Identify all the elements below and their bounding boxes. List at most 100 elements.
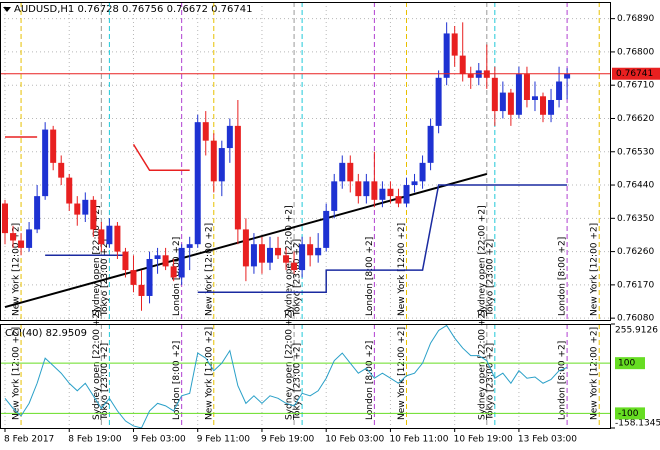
y-tick-label: 0.76620 [617,114,654,124]
candle-body [90,199,97,230]
session-label: Sydney open [22:00 +2] [92,205,102,316]
candle-body [363,181,370,197]
candle-body [275,247,282,256]
candle-body [258,244,265,263]
x-tick-label: 9 Feb 11:00 [197,435,251,445]
candle-body [403,185,410,204]
session-label: London [8:00 +2] [558,341,568,420]
panel-frame [0,2,611,321]
candle-body [154,255,161,259]
candle-body [58,162,65,178]
candle-body [291,262,298,271]
candle-body [186,244,193,248]
candle-body [347,162,354,182]
session-label: Tokyo [23:00 +2] [100,239,110,317]
candle-body [411,181,418,186]
session-label: London [8:00 +2] [558,237,568,316]
session-label: Tokyo [23:00 +2] [293,343,303,421]
y-tick-label: 0.76260 [617,247,654,257]
candle-body [106,225,113,245]
candle-body [395,196,402,204]
y-tick-label: 255.9126 [615,326,658,336]
session-label: London [8:00 +2] [172,237,182,316]
candle-body [74,203,81,215]
low: 0.76672 [167,4,208,15]
candle-body [114,225,121,252]
candle-body [10,233,17,241]
session-label: New York [12:00 +2] [12,223,22,316]
y-tick-label: 0.76800 [617,47,654,57]
y-tick-label: 0.76170 [617,280,654,290]
candle-body [34,196,41,230]
panel-frame [0,324,611,429]
candle-body [323,210,330,248]
candle-body [50,129,57,163]
candle-body [443,33,450,78]
candle-body [66,177,73,204]
candle-body [459,55,466,75]
y-tick-label: 0.76710 [617,81,654,91]
candle-body [226,125,233,149]
candle-body [427,125,434,163]
candle-body [379,188,386,200]
candle-body [2,203,8,234]
session-label: Sydney open [22:00 +2] [477,309,487,420]
cci-value: 82.9509 [46,328,87,339]
y-tick-label: -158.1345 [615,419,660,429]
session-label: Sydney open [22:00 +2] [285,205,295,316]
candle-body [556,81,563,100]
symbol: AUDUSD,H1 [14,4,74,15]
level-box [615,407,645,420]
candle-body [307,244,314,256]
y-tick-label: 0.76350 [617,214,654,224]
session-label: Tokyo [23:00 +2] [485,343,495,421]
session-label: Tokyo [23:00 +2] [293,239,303,317]
session-label: London [8:00 +2] [172,341,182,420]
candle-body [234,125,241,230]
candle-body [170,266,177,278]
candle-body [540,96,547,115]
candle-body [202,122,209,141]
cci-name: CCI(40) [5,328,43,339]
session-label: New York [12:00 +2] [590,223,600,316]
cci-line [4,324,568,429]
candle-body [435,77,442,126]
candle-body [499,92,506,112]
session-label: New York [12:00 +2] [12,327,22,420]
candle-body [138,284,145,296]
candle-body [339,162,346,182]
candle-body [194,122,201,245]
candle-body [250,244,257,267]
x-tick-label: 9 Feb 03:00 [132,435,186,445]
session-label: New York [12:00 +2] [397,327,407,420]
session-label: London [8:00 +2] [365,237,375,316]
candle-body [26,229,33,248]
last-price-box [612,67,660,80]
level-label: 100 [618,359,635,369]
session-label: Sydney open [22:00 +2] [477,205,487,316]
session-label: New York [12:00 +2] [204,327,214,420]
candle-body [146,258,153,296]
x-tick-label: 8 Feb 19:00 [68,435,122,445]
candle-body [178,247,185,278]
candle-body [331,181,338,211]
candle-body [315,247,322,256]
candle-body [491,77,498,112]
candle-body [507,92,514,115]
y-tick-label: 0.76530 [617,147,654,157]
session-label: Tokyo [23:00 +2] [485,239,495,317]
candle-body [355,181,362,197]
candle-body [130,270,137,285]
candle-body [266,247,273,263]
candle-body [42,129,49,197]
x-tick-label: 9 Feb 19:00 [261,435,315,445]
candle-body [371,181,378,200]
session-label: Sydney open [22:00 +2] [92,309,102,420]
close: 0.76741 [211,4,252,15]
level-label: -100 [618,409,639,419]
x-tick-label: 10 Feb 11:00 [389,435,448,445]
x-tick-label: 10 Feb 19:00 [454,435,513,445]
y-tick-label: 0.76890 [617,14,654,24]
